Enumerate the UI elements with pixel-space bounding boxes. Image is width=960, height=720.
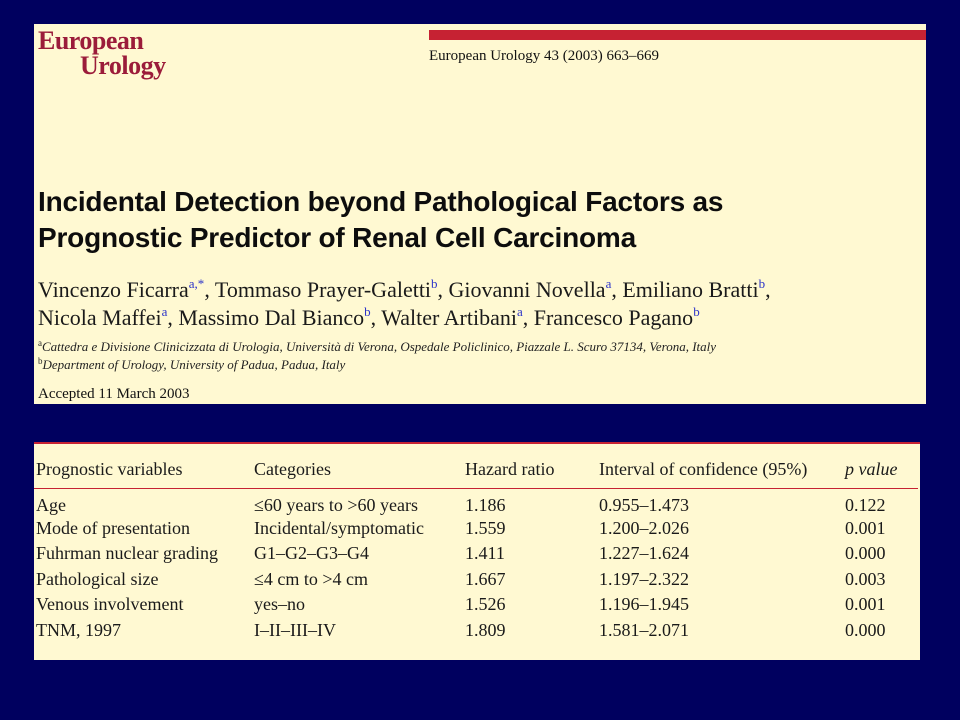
affiliation-line: bDepartment of Urology, University of Pa… [38,356,922,374]
table-cell: Pathological size [36,568,159,589]
table-cell: 1.581–2.071 [599,619,689,640]
author-name: Walter Artibani [381,305,517,330]
table-cell: ≤4 cm to >4 cm [254,568,369,589]
logo-line-2: Urology [80,51,166,80]
author-name: Tommaso Prayer-Galetti [214,277,432,302]
journal-logo: European Urology [38,26,166,80]
table-cell: 0.122 [845,494,886,515]
table-cell: yes–no [254,594,305,615]
table-cell: 0.001 [845,517,886,538]
journal-citation: European Urology 43 (2003) 663–669 [429,48,659,64]
affiliation-text: Department of Urology, University of Pad… [42,357,346,372]
column-header: p value [845,459,898,480]
table-cell: 0.001 [845,594,886,615]
column-header: Interval of confidence (95%) [599,459,808,480]
affiliation-line: aCattedra e Divisione Clinicizzata di Ur… [38,338,922,356]
table-cell: Incidental/symptomatic [254,517,424,538]
author-name: Francesco Pagano [533,305,694,330]
table-row: Mode of presentation Incidental/symptoma… [34,516,918,542]
author-name: Vincenzo Ficarra [38,277,189,302]
author-affiliation-mark: b [431,276,438,291]
author-separator: , [522,305,534,330]
accepted-date: Accepted 11 March 2003 [38,386,190,402]
author-separator: , [437,277,449,302]
table-cell: I–II–III–IV [254,619,336,640]
table-cell: 1.200–2.026 [599,517,689,538]
table-cell: 0.000 [845,619,886,640]
table-row: Age ≤60 years to >60 years 1.186 0.955–1… [34,488,918,516]
author-separator: , [204,277,215,302]
title-line-2: Prognostic Predictor of Renal Cell Carci… [38,222,636,253]
column-header: Hazard ratio [465,459,555,480]
table-cell: 1.227–1.624 [599,543,689,564]
affiliation-mark: b [38,356,43,366]
table-header-row: Prognostic variables Categories Hazard r… [34,452,918,488]
table-cell: 0.955–1.473 [599,494,689,515]
affiliations: aCattedra e Divisione Clinicizzata di Ur… [38,338,922,374]
affiliation-text: Cattedra e Divisione Clinicizzata di Uro… [42,339,717,354]
author-affiliation-mark: b [758,276,766,291]
table-cell: Venous involvement [36,594,184,615]
author-affiliation-mark: a [605,276,612,291]
title-line-1: Incidental Detection beyond Pathological… [38,186,724,217]
table-cell: 1.186 [465,494,506,515]
table-cell: Fuhrman nuclear grading [36,543,218,564]
author-line-1: Vincenzo Ficarraa,*, Tommaso Prayer-Gale… [38,276,922,304]
table-cell: 1.809 [465,619,506,640]
table-cell: 1.411 [465,543,505,564]
author-list: Vincenzo Ficarraa,*, Tommaso Prayer-Gale… [38,276,922,332]
article-title: Incidental Detection beyond Pathological… [38,184,918,256]
author-separator: , [765,277,771,302]
table-cell: G1–G2–G3–G4 [254,543,369,564]
article-header-panel: European Urology European Urology 43 (20… [34,24,926,404]
author-affiliation-mark: a,* [188,276,205,291]
author-affiliation-mark: a [161,304,168,319]
table-cell: Mode of presentation [36,517,190,538]
table-cell: 1.196–1.945 [599,594,689,615]
header-accent-bar [429,30,926,40]
table-cell: 0.003 [845,568,886,589]
table-cell: Age [36,494,66,515]
author-name: Giovanni Novella [448,277,606,302]
column-header: Categories [254,459,331,480]
author-affiliation-mark: b [364,304,371,319]
results-table-panel: Prognostic variables Categories Hazard r… [34,442,920,660]
table-cell: TNM, 1997 [36,619,121,640]
author-line-2: Nicola Maffeia, Massimo Dal Biancob, Wal… [38,304,922,332]
author-affiliation-mark: a [516,304,523,319]
affiliation-mark: a [38,338,42,348]
logo-line-1: European [38,26,144,55]
table-row: Venous involvement yes–no 1.526 1.196–1.… [34,592,918,618]
table-cell: 1.667 [465,568,506,589]
hazard-ratio-table: Prognostic variables Categories Hazard r… [34,452,918,643]
table-cell: 1.526 [465,594,506,615]
author-separator: , [611,277,623,302]
table-row: TNM, 1997 I–II–III–IV 1.809 1.581–2.071 … [34,618,918,644]
author-separator: , [167,305,179,330]
table-row: Pathological size ≤4 cm to >4 cm 1.667 1… [34,567,918,593]
author-name: Emiliano Bratti [622,277,759,302]
table-cell: 0.000 [845,543,886,564]
table-cell: ≤60 years to >60 years [254,494,418,515]
author-separator: , [370,305,382,330]
table-cell: 1.559 [465,517,506,538]
column-header: Prognostic variables [36,459,183,480]
author-name: Nicola Maffei [38,305,162,330]
author-name: Massimo Dal Bianco [178,305,365,330]
table-row: Fuhrman nuclear grading G1–G2–G3–G4 1.41… [34,541,918,567]
table-cell: 1.197–2.322 [599,568,689,589]
author-affiliation-mark: b [693,304,700,319]
